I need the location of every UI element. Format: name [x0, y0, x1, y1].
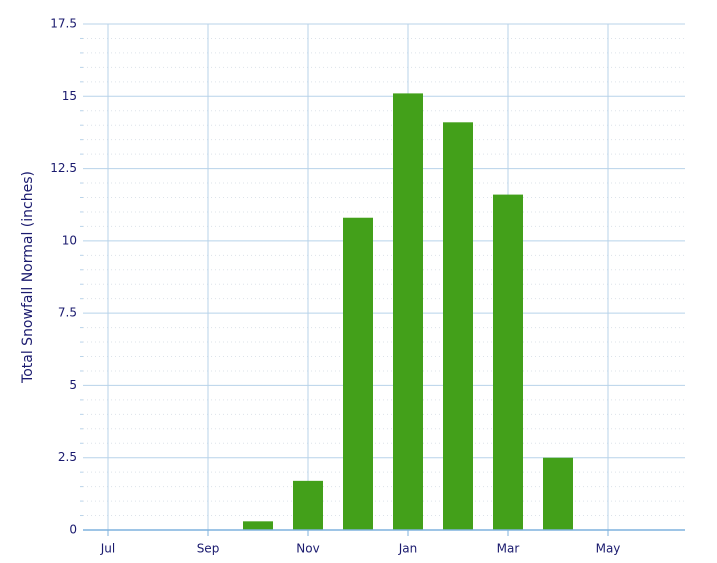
y-tick-label: 15 — [62, 89, 77, 103]
bar — [493, 194, 523, 530]
y-tick-label: 17.5 — [50, 17, 77, 31]
y-tick-label: 12.5 — [50, 161, 77, 175]
bar — [243, 521, 273, 530]
x-tick-label: Jan — [398, 542, 418, 556]
y-tick-label: 2.5 — [58, 450, 77, 464]
y-tick-label: 5 — [69, 378, 77, 392]
x-tick-label: Jul — [100, 542, 115, 556]
bar — [343, 217, 373, 530]
bar — [443, 122, 473, 531]
x-tick-label: Nov — [296, 542, 319, 556]
bar — [293, 480, 323, 530]
x-tick-label: Mar — [497, 542, 520, 556]
y-tick-label: 7.5 — [58, 306, 77, 320]
x-tick-label: May — [596, 542, 621, 556]
y-axis-label: Total Snowfall Normal (inches) — [20, 171, 36, 384]
bar — [543, 457, 573, 530]
y-tick-label: 10 — [62, 233, 77, 247]
bar — [393, 93, 423, 530]
y-tick-label: 0 — [69, 523, 77, 537]
x-tick-label: Sep — [197, 542, 220, 556]
